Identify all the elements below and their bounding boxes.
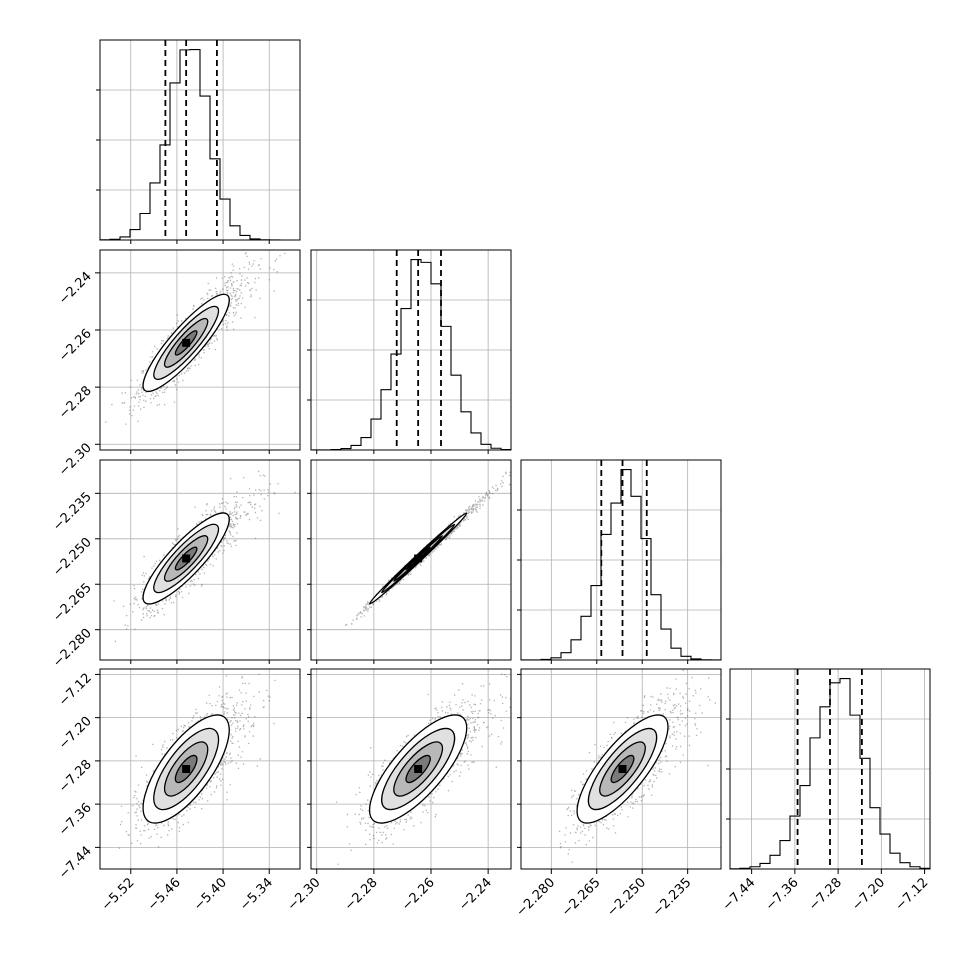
scatter-panel-0-2 bbox=[99, 459, 301, 661]
scatter-panel-1-3 bbox=[310, 668, 512, 870]
panel-border bbox=[310, 249, 512, 451]
hist-panel-1 bbox=[307, 249, 512, 451]
histogram-step-2 bbox=[520, 468, 722, 661]
xtick-label-0-0: −5.52 bbox=[99, 875, 138, 914]
scatter-layer bbox=[113, 470, 300, 643]
xtick-label-3-3: −7.20 bbox=[849, 875, 888, 914]
panel-border bbox=[520, 668, 722, 870]
xtick-label-2-1: −2.265 bbox=[559, 875, 604, 920]
scatter-layer bbox=[345, 471, 511, 626]
scatter-panel-0-3 bbox=[99, 668, 301, 870]
panel-border bbox=[520, 459, 722, 661]
panel-border bbox=[99, 249, 301, 451]
scatter-layer bbox=[559, 669, 716, 863]
density-peak bbox=[414, 554, 423, 563]
xtick-label-3-1: −7.36 bbox=[763, 875, 802, 914]
panel-border bbox=[99, 459, 301, 661]
xtick-label-3-2: −7.28 bbox=[806, 875, 845, 914]
scatter-layer bbox=[118, 669, 276, 849]
xtick-label-1-3: −2.24 bbox=[456, 875, 495, 914]
panel-border bbox=[729, 668, 931, 870]
panel-border bbox=[99, 39, 301, 241]
ytick-label-3-0: −7.44 bbox=[56, 844, 95, 883]
histogram-step-0 bbox=[99, 48, 300, 241]
scatter-panel-2-3 bbox=[520, 668, 722, 870]
histogram-step-1 bbox=[310, 258, 512, 451]
ytick-label-1-1: −2.28 bbox=[56, 383, 95, 422]
ytick-label-1-3: −2.24 bbox=[56, 269, 95, 308]
hist-panel-3 bbox=[726, 668, 931, 870]
xtick-label-0-1: −5.46 bbox=[145, 875, 184, 914]
density-peak bbox=[182, 765, 191, 773]
xtick-label-2-3: −2.235 bbox=[650, 875, 695, 920]
xtick-label-3-0: −7.44 bbox=[720, 875, 759, 914]
panel-border bbox=[310, 459, 512, 661]
xtick-label-2-0: −2.280 bbox=[514, 875, 559, 920]
ytick-label-2-1: −2.265 bbox=[50, 580, 95, 625]
density-peak bbox=[414, 765, 423, 773]
scatter-panel-0-1 bbox=[99, 249, 301, 451]
xtick-label-0-3: −5.34 bbox=[237, 875, 276, 914]
panel-border bbox=[310, 668, 512, 870]
scatter-layer bbox=[105, 252, 286, 425]
xtick-label-1-1: −2.28 bbox=[342, 875, 381, 914]
panel-border bbox=[99, 668, 301, 870]
ytick-label-2-3: −2.235 bbox=[50, 490, 95, 535]
xtick-label-1-2: −2.26 bbox=[399, 875, 438, 914]
xtick-label-2-2: −2.250 bbox=[604, 875, 649, 920]
xtick-label-1-0: −2.30 bbox=[285, 875, 324, 914]
ytick-label-3-1: −7.36 bbox=[56, 800, 95, 839]
scatter-points bbox=[559, 669, 716, 863]
density-peak bbox=[182, 554, 191, 563]
scatter-panel-1-2 bbox=[310, 459, 512, 661]
scatter-layer bbox=[336, 673, 511, 865]
ytick-label-1-0: −2.30 bbox=[56, 441, 95, 480]
ytick-label-2-0: −2.280 bbox=[50, 626, 95, 671]
ytick-label-1-2: −2.26 bbox=[56, 326, 95, 365]
density-peak bbox=[182, 338, 191, 347]
ytick-label-3-4: −7.12 bbox=[56, 671, 95, 710]
xtick-label-0-2: −5.40 bbox=[191, 875, 230, 914]
ytick-label-3-2: −7.28 bbox=[56, 757, 95, 796]
ytick-label-3-3: −7.20 bbox=[56, 714, 95, 753]
xtick-label-3-4: −7.12 bbox=[893, 875, 932, 914]
ytick-label-2-2: −2.250 bbox=[50, 535, 95, 580]
hist-panel-0 bbox=[96, 39, 301, 241]
hist-panel-2 bbox=[517, 459, 722, 661]
density-peak bbox=[618, 765, 627, 773]
